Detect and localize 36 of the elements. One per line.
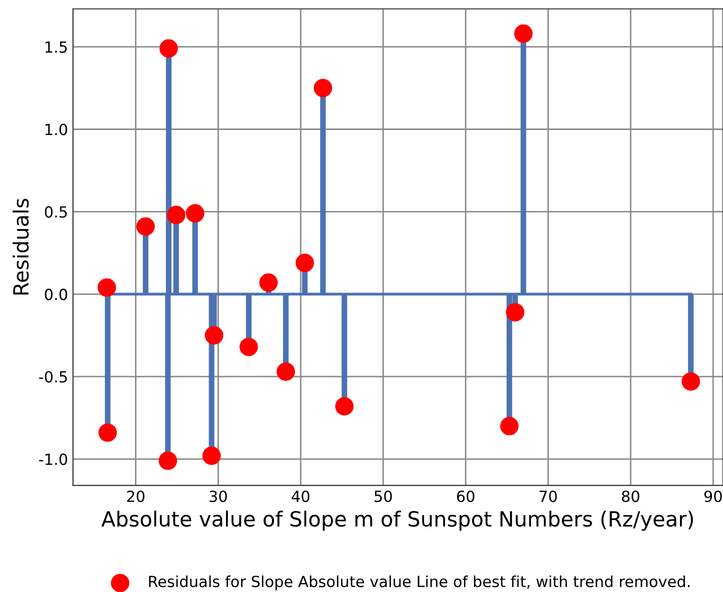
point (500, 416, 519, 436)
point (506, 303, 524, 322)
x-tick-label: 30 (210, 490, 227, 502)
point (160, 39, 178, 58)
x-axis-title: Absolute value of Slope m of Sunspot Numbers (Rz/year) (101, 510, 693, 531)
y-tick-label: -1.0 (39, 454, 68, 466)
point (98, 278, 116, 297)
point (240, 338, 258, 356)
point (514, 24, 533, 43)
y-tick-label: -0.5 (39, 371, 67, 383)
point (296, 254, 314, 272)
point (158, 452, 178, 470)
point (682, 372, 700, 391)
point (136, 217, 155, 236)
x-tick-label: 70 (540, 490, 557, 502)
y-tick-label: 0.0 (44, 288, 68, 300)
x-tick-label: 90 (704, 490, 722, 502)
point (259, 273, 278, 292)
x-tick-label: 20 (127, 490, 144, 502)
legend-label: Residuals for Slope Absolute value Line of best fit, with trend removed. (149, 575, 690, 590)
point (166, 206, 186, 224)
point (314, 78, 332, 98)
y-axis-title: Residuals (12, 198, 29, 295)
point (335, 397, 354, 416)
point (98, 423, 117, 442)
point (276, 362, 296, 381)
point (202, 446, 221, 465)
y-tick-label: 1.0 (46, 124, 68, 136)
x-tick-label: 60 (456, 490, 474, 502)
y-tick-label: 0.5 (44, 206, 67, 218)
point (186, 204, 204, 223)
x-tick-label: 50 (374, 490, 392, 502)
x-tick-label: 80 (622, 490, 640, 502)
point (204, 326, 224, 345)
y-tick-label: 1.5 (46, 41, 67, 53)
x-tick-label: 40 (292, 490, 310, 502)
